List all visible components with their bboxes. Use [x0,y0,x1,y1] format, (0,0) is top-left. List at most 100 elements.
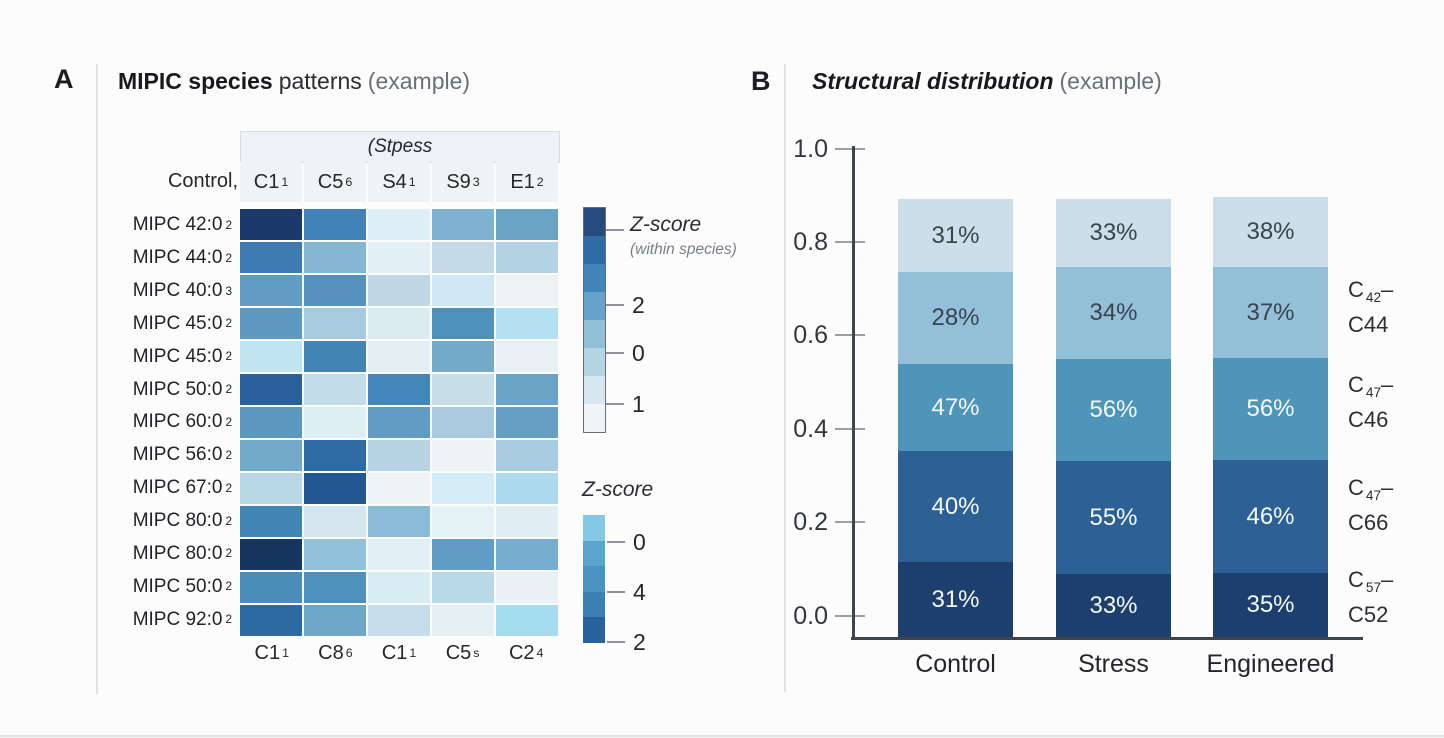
bar-segment-percent-label: 34% [1089,299,1138,326]
label-text: MIPC 56:0 [132,444,223,466]
heatmap-column-header: C1 1 [240,162,302,202]
label-text: MIPC 45:0 [132,312,223,334]
heatmap-column-header: E1 2 [496,162,558,202]
colorbar-tick-mark [606,403,624,405]
heatmap-cell-r8c1 [240,440,302,471]
label-text: C [1348,372,1364,397]
label-text: MIPC 50:0 [132,378,223,400]
label-text: C2 [508,641,535,664]
label-subscript: 57 [1365,580,1382,596]
heatmap-cell-r12c2 [304,572,366,603]
colorbar-tick-label: 4 [633,579,646,605]
stacked-bar-engineered: 35% 46% 56% 37% 38% [1213,197,1328,637]
heatmap-cell-r9c1 [240,473,302,504]
y-axis-tick-label: 1.0 [793,135,828,163]
heatmap-cell-r7c4 [432,407,494,438]
barchart-y-axis-line [852,146,855,639]
colorbar-band [584,292,605,320]
heatmap-column-header: C5 6 [304,162,366,202]
panel-a-letter: A [54,64,74,94]
colorbar-tick-mark [606,352,624,354]
heatmap-cell-r8c4 [432,440,494,471]
label-text: MIPC 80:0 [132,542,223,564]
panel-b-separator [784,64,786,692]
label-text: C [1348,277,1364,302]
heatmap-row-label: MIPC 45:0 2 [84,308,232,341]
heatmap-cell-r10c2 [304,506,366,537]
heatmap-cell-r2c5 [496,242,558,273]
label-subscript: 2 [225,481,232,495]
label-subscript: 1 [281,175,289,189]
y-axis-tick-mark [835,615,865,617]
heatmap-cell-r9c5 [496,473,558,504]
bar-segment-percent-label: 55% [1089,503,1138,531]
heatmap-cell-r13c4 [432,605,494,636]
label-subscript: 47 [1365,385,1382,401]
heatmap-cell-r13c5 [496,605,558,636]
colorbar-zscore-within-species [583,207,606,433]
heatmap-row-label: MIPC 80:0 2 [84,505,232,538]
heatmap-row-label: MIPC 92:0 2 [84,603,232,636]
heatmap-cell-r3c5 [496,275,558,306]
bar-segment-percent-label: 33% [1089,591,1138,619]
bar-segment-percent-label: 33% [1089,219,1138,246]
panel-b-title: Structural distribution (example) [812,68,1162,95]
label-subscript: 4 [536,646,544,660]
colorbar-band [584,404,605,432]
heatmap-cell-r2c4 [432,242,494,273]
heatmap-cell-r8c2 [304,440,366,471]
heatmap-cell-r12c3 [368,572,430,603]
label-subscript: 2 [225,514,232,528]
label-subscript: 2 [225,448,232,462]
label-subscript: 6 [345,175,353,189]
heatmap-cell-r8c5 [496,440,558,471]
heatmap-bottom-label: C1 1 [367,639,431,667]
heatmap-cell-r7c3 [368,407,430,438]
right-group-label-line1: C 57– [1348,566,1393,601]
heatmap-row-label: MIPC 67:0 2 [84,472,232,505]
bar-segment: 28% [898,272,1013,364]
heatmap-row-label: MIPC 45:0 2 [84,340,232,373]
colorbar-zscore-second [583,515,605,643]
y-axis-tick-label: 0.0 [793,602,828,630]
heatmap-cell-r3c4 [432,275,494,306]
colorbar-band [583,515,605,541]
bar-segment: 55% [1056,461,1171,574]
heatmap-row-label: MIPC 56:0 2 [84,439,232,472]
label-text: C5 [445,641,472,664]
heatmap-cell-r13c1 [240,605,302,636]
label-text: C1 [253,170,280,193]
heatmap-cell-r1c3 [368,209,430,240]
heatmap-cell-r5c1 [240,341,302,372]
heatmap-cell-r12c4 [432,572,494,603]
heatmap-grid [240,209,558,636]
bar-segment-percent-label: 28% [931,304,980,331]
heatmap-cell-r6c5 [496,374,558,405]
y-axis-tick-mark [835,428,865,430]
heatmap-bottom-label: C8 6 [304,639,368,667]
heatmap-cell-r7c5 [496,407,558,438]
heatmap-cell-r5c2 [304,341,366,372]
heatmap-cell-r6c4 [432,374,494,405]
label-text: S4 [382,170,407,193]
panel-b-letter: B [751,66,771,96]
y-axis-tick-mark [835,521,865,523]
label-text: MIPC 40:0 [132,280,223,302]
heatmap-row-label: MIPC 60:0 2 [84,406,232,439]
heatmap-row-label: MIPC 50:0 2 [84,373,232,406]
colorbar-title: Z-score [630,213,702,236]
bar-segment: 46% [1213,460,1328,573]
label-text: MIPC 42:0 [132,214,223,236]
label-subscript: 2 [536,175,544,189]
label-subscript: s [473,646,480,660]
colorbar-tick-label: 2 [633,629,646,655]
bar-segment: 47% [898,364,1013,451]
label-text: C8 [318,641,344,664]
label-text: C1 [381,641,408,664]
heatmap-cell-r5c3 [368,341,430,372]
colorbar-tick-label: 0 [633,529,646,555]
label-text: MIPC 60:0 [132,411,223,433]
label-text: MIPC 67:0 [132,477,223,499]
bar-segment: 31% [898,199,1013,272]
panel-b-title-note: (example) [1059,68,1162,94]
